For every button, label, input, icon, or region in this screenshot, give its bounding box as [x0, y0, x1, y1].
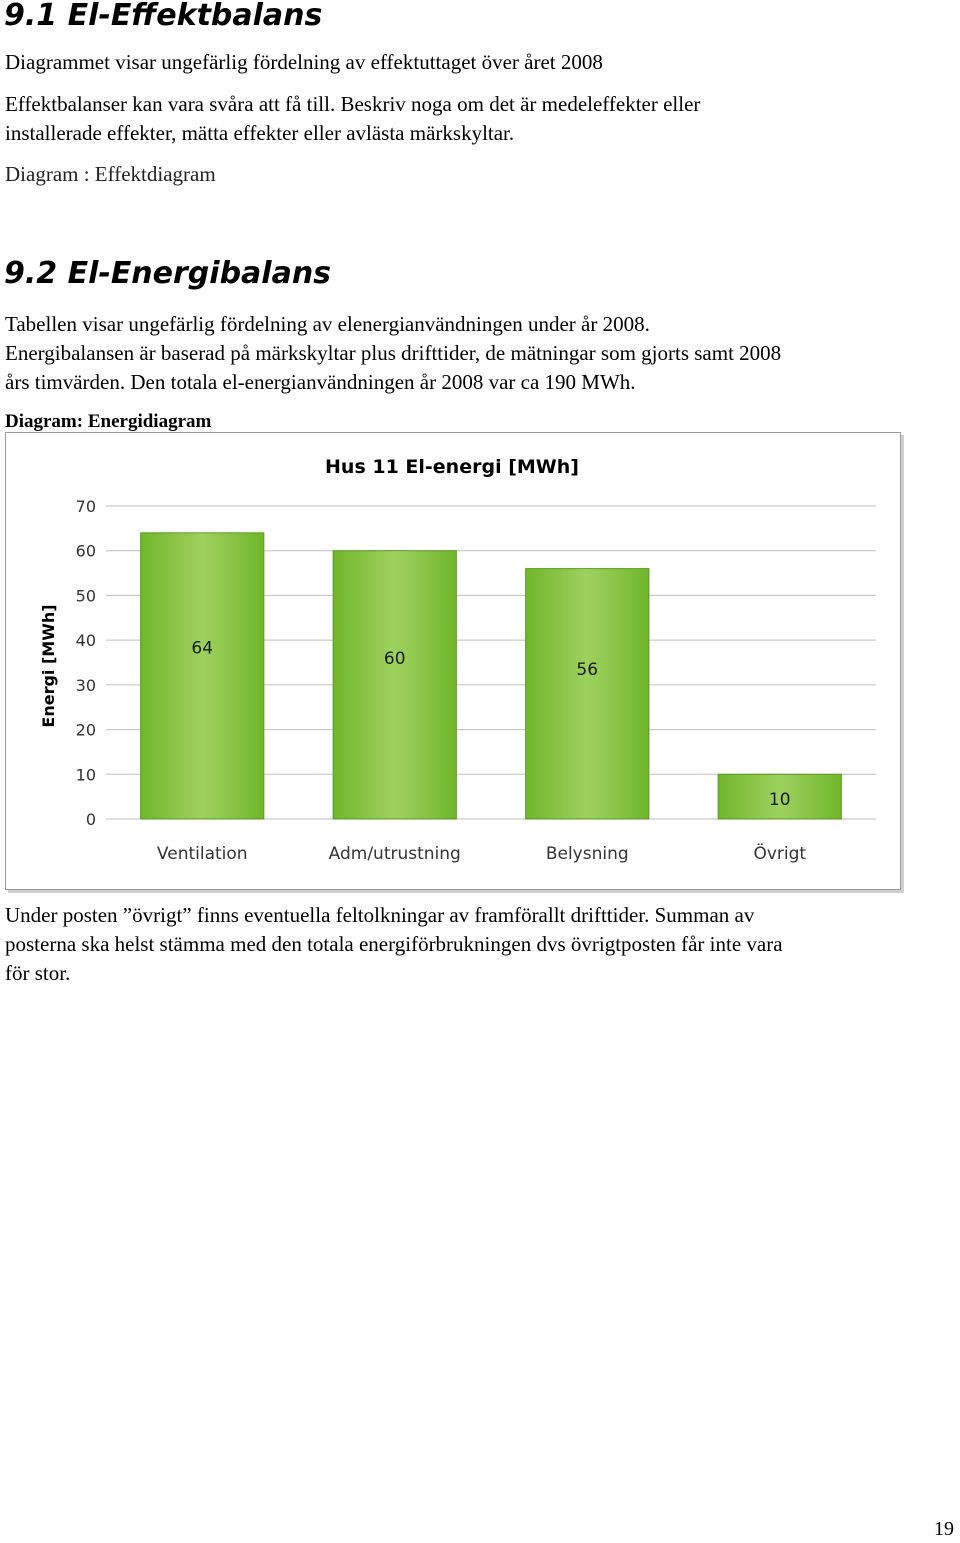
y-tick-label: 50	[76, 586, 96, 605]
footer-line1: Under posten ”övrigt” finns eventuella f…	[5, 903, 755, 927]
chart-y-axis-label: Energi [MWh]	[39, 604, 58, 727]
data-label: 64	[191, 638, 213, 658]
chart-y-ticks: 0 10 20 30 40 50 60 70	[76, 497, 96, 829]
y-tick-label: 20	[76, 721, 96, 740]
chart-svg: Hus 11 El-energi [MWh] Energi [MWh] 0 10 2…	[39, 456, 876, 864]
category-label: Övrigt	[753, 842, 806, 864]
energy-bar-chart: Hus 11 El-energi [MWh] Energi [MWh] 0 10 2…	[5, 432, 901, 890]
bar-belysning	[525, 568, 650, 820]
page-number: 19	[934, 1518, 954, 1540]
y-tick-label: 60	[76, 542, 96, 561]
chart-gridlines	[106, 505, 876, 820]
effektdiagram-reference: Diagram : Effektdiagram	[5, 162, 216, 186]
data-label: 56	[576, 660, 598, 680]
section-heading-effektbalans: 9.1 El-Effektbalans	[4, 0, 323, 33]
energidiagram-caption: Diagram: Energidiagram	[5, 411, 212, 432]
effektbalans-paragraph-line2: installerade effekter, mätta effekter el…	[5, 121, 515, 145]
y-tick-label: 70	[76, 497, 96, 516]
category-label: Belysning	[546, 844, 629, 864]
section-heading-energibalans: 9.2 El-Energibalans	[4, 256, 332, 291]
energibalans-line2: Energibalansen är baserad på märkskyltar…	[5, 341, 782, 365]
chart-bars	[140, 532, 842, 820]
data-label: 10	[769, 790, 791, 810]
energibalans-line3: års timvärden. Den totala el-energianvän…	[5, 370, 636, 394]
chart-data-labels: 64 60 56 10	[191, 638, 790, 810]
y-tick-label: 10	[76, 765, 96, 784]
effektbalans-paragraph-line1: Effektbalanser kan vara svåra att få til…	[5, 92, 701, 116]
bar-övrigt	[717, 773, 842, 820]
bar-adm-utrustning	[332, 550, 457, 820]
y-tick-label: 40	[76, 631, 96, 650]
energibalans-line1: Tabellen visar ungefärlig fördelning av …	[5, 312, 650, 336]
chart-title: Hus 11 El-energi [MWh]	[325, 456, 579, 478]
y-tick-label: 0	[86, 810, 96, 829]
chart-categories: Ventilation Adm/utrustning Belysning Övrigt	[157, 842, 806, 864]
effektbalans-intro: Diagrammet visar ungefärlig fördelning a…	[5, 50, 603, 74]
category-label: Adm/utrustning	[329, 844, 461, 864]
y-tick-label: 30	[76, 676, 96, 695]
category-label: Ventilation	[157, 844, 248, 864]
footer-line2: posterna ska helst stämma med den totala…	[5, 932, 783, 956]
bar-ventilation	[140, 532, 265, 820]
footer-line3: för stor.	[5, 961, 71, 985]
data-label: 60	[384, 649, 406, 669]
